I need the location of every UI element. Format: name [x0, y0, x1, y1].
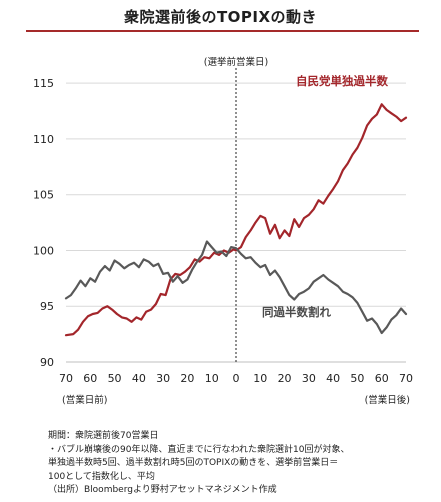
x-tick-label: 10 [253, 372, 267, 385]
x-tick-label: 70 [399, 372, 413, 385]
footnote-line: 100として指数化し、平均 [48, 471, 155, 482]
x-tick-label: 50 [108, 372, 122, 385]
x-tick-label: 40 [326, 372, 340, 385]
chart-title: 衆院選前後のTOPIXの動き [123, 8, 318, 26]
election-day-label: (選挙前営業日) [204, 56, 268, 68]
footnote-period: 期間：衆院選前後70営業日 [48, 431, 159, 441]
x-tick-label: 50 [350, 372, 364, 385]
footnote-source: （出所）Bloombergより野村アセットマネジメント作成 [48, 485, 277, 496]
x-tick-label: 10 [205, 372, 219, 385]
x-tick-label: 30 [302, 372, 316, 385]
x-tick-label: 30 [156, 372, 170, 385]
y-tick-label: 105 [33, 189, 54, 202]
title-divider [26, 30, 419, 32]
x-tick-label: 0 [233, 372, 240, 385]
y-tick-label: 95 [40, 300, 54, 313]
y-tick-label: 100 [33, 244, 54, 257]
series-label-ldp-majority: 自民党単独過半数 [296, 74, 388, 88]
y-tick-label: 110 [33, 133, 54, 146]
series-line-ldp-majority [64, 103, 408, 337]
x-tick-label: 70 [59, 372, 73, 385]
x-tick-label: 60 [83, 372, 97, 385]
footnote-block: 期間：衆院選前後70営業日 ・バブル崩壊後の90年以降、直近までに行なわれた衆院… [48, 430, 438, 498]
x-axis-start-label: (営業日前) [62, 394, 107, 406]
y-axis: 90 95 100 105 110 115 [33, 77, 54, 369]
footnote-line: ・バブル崩壊後の90年以降、直近までに行なわれた衆院選計10回が対象、 [48, 444, 350, 455]
footnote-line: 単独過半数時5回、過半数割れ時5回のTOPIXの動きを、選挙前営業日＝ [48, 458, 339, 469]
y-tick-label: 115 [33, 77, 54, 90]
x-tick-label: 60 [375, 372, 389, 385]
series-line-below-majority [64, 240, 408, 335]
series-label-below-majority: 同過半数割れ [262, 305, 331, 319]
x-tick-label: 40 [132, 372, 146, 385]
x-tick-label: 20 [278, 372, 292, 385]
series-layer [64, 103, 408, 337]
x-tick-label: 20 [180, 372, 194, 385]
x-axis: 70 60 50 40 30 20 10 0 10 20 30 40 50 60 70 [59, 372, 413, 385]
x-axis-end-label: (営業日後) [365, 394, 410, 406]
y-tick-label: 90 [40, 356, 54, 369]
